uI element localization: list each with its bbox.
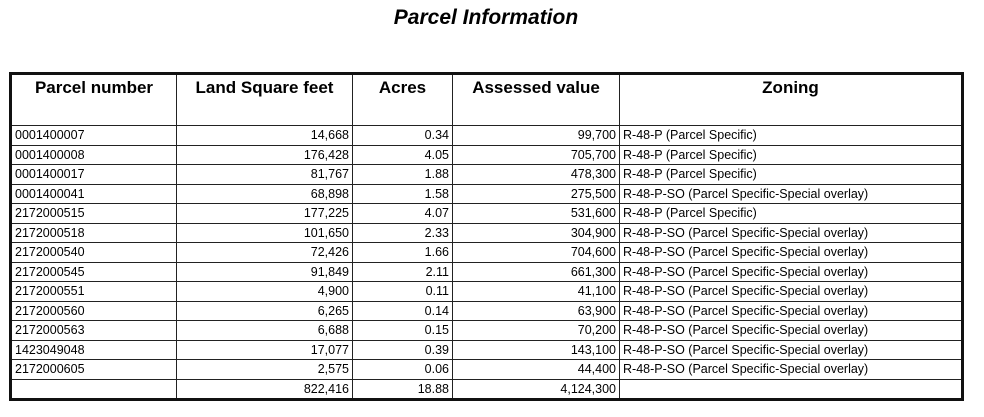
parcel-number-cell: 0001400041 <box>10 183 177 204</box>
header-parcel-number: Parcel number <box>10 73 177 126</box>
assessed-value-cell: 44,400 <box>452 359 620 380</box>
zoning-cell: R-48-P-SO (Parcel Specific-Special overl… <box>619 261 963 282</box>
acres-cell: 4.07 <box>352 203 453 224</box>
assessed-value-cell: 4,124,300 <box>452 378 620 400</box>
land-square-feet-cell: 17,077 <box>176 339 353 360</box>
parcel-number-cell: 2172000605 <box>10 359 177 380</box>
acres-cell: 2.11 <box>352 261 453 282</box>
parcel-number-cell: 0001400017 <box>10 164 177 185</box>
assessed-value-cell: 531,600 <box>452 203 620 224</box>
acres-cell: 0.15 <box>352 320 453 341</box>
parcel-number-cell: 2172000563 <box>10 320 177 341</box>
parcel-table: Parcel number Land Square feet Acres Ass… <box>9 72 964 401</box>
assessed-value-cell: 304,900 <box>452 222 620 243</box>
acres-cell: 0.34 <box>352 125 453 146</box>
zoning-cell: R-48-P-SO (Parcel Specific-Special overl… <box>619 339 963 360</box>
table-row: 0001400017 81,767 1.88 478,300 R-48-P (Parce… <box>10 164 963 185</box>
page-title: Parcel Information <box>393 6 579 29</box>
acres-cell: 1.88 <box>352 164 453 185</box>
table-row: 2172000540 72,426 1.66 704,600 R-48-P-SO (Pa… <box>10 242 963 263</box>
parcel-number-cell: 2172000515 <box>10 203 177 224</box>
table-row: 2172000551 4,900 0.11 41,100 R-48-P-SO (Parc… <box>10 281 963 302</box>
table-row: 2172000563 6,688 0.15 70,200 R-48-P-SO (Parc… <box>10 320 963 341</box>
zoning-cell: R-48-P (Parcel Specific) <box>619 164 963 185</box>
zoning-cell: R-48-P (Parcel Specific) <box>619 144 963 165</box>
header-row: Parcel number Land Square feet Acres Ass… <box>10 73 963 126</box>
parcel-number-cell <box>10 378 177 400</box>
parcel-number-cell: 2172000560 <box>10 300 177 321</box>
acres-cell: 0.39 <box>352 339 453 360</box>
land-square-feet-cell: 6,265 <box>176 300 353 321</box>
zoning-cell: R-48-P-SO (Parcel Specific-Special overl… <box>619 242 963 263</box>
header-land-square-feet: Land Square feet <box>176 73 353 126</box>
acres-cell: 4.05 <box>352 144 453 165</box>
parcel-number-cell: 2172000540 <box>10 242 177 263</box>
zoning-cell: R-48-P-SO (Parcel Specific-Special overl… <box>619 281 963 302</box>
zoning-cell <box>619 378 963 400</box>
assessed-value-cell: 275,500 <box>452 183 620 204</box>
land-square-feet-cell: 101,650 <box>176 222 353 243</box>
land-square-feet-cell: 2,575 <box>176 359 353 380</box>
acres-cell: 0.06 <box>352 359 453 380</box>
land-square-feet-cell: 177,225 <box>176 203 353 224</box>
zoning-cell: R-48-P-SO (Parcel Specific-Special overl… <box>619 300 963 321</box>
land-square-feet-cell: 4,900 <box>176 281 353 302</box>
land-square-feet-cell: 14,668 <box>176 125 353 146</box>
acres-cell: 18.88 <box>352 378 453 400</box>
zoning-cell: R-48-P-SO (Parcel Specific-Special overl… <box>619 183 963 204</box>
acres-cell: 0.11 <box>352 281 453 302</box>
table-row: 0001400008 176,428 4.05 705,700 R-48-P (Parc… <box>10 144 963 165</box>
land-square-feet-cell: 176,428 <box>176 144 353 165</box>
header-assessed-value: Assessed value <box>452 73 620 126</box>
parcel-number-cell: 2172000551 <box>10 281 177 302</box>
acres-cell: 1.66 <box>352 242 453 263</box>
zoning-cell: R-48-P (Parcel Specific) <box>619 203 963 224</box>
zoning-cell: R-48-P-SO (Parcel Specific-Special overl… <box>619 320 963 341</box>
assessed-value-cell: 41,100 <box>452 281 620 302</box>
acres-cell: 0.14 <box>352 300 453 321</box>
land-square-feet-cell: 822,416 <box>176 378 353 400</box>
land-square-feet-cell: 81,767 <box>176 164 353 185</box>
assessed-value-cell: 705,700 <box>452 144 620 165</box>
parcel-number-cell: 0001400007 <box>10 125 177 146</box>
land-square-feet-cell: 6,688 <box>176 320 353 341</box>
table-row: 2172000515 177,225 4.07 531,600 R-48-P (Parc… <box>10 203 963 224</box>
header-acres: Acres <box>352 73 453 126</box>
zoning-cell: R-48-P (Parcel Specific) <box>619 125 963 146</box>
zoning-cell: R-48-P-SO (Parcel Specific-Special overl… <box>619 222 963 243</box>
assessed-value-cell: 478,300 <box>452 164 620 185</box>
table-row: 0001400007 14,668 0.34 99,700 R-48-P (Parcel… <box>10 125 963 146</box>
land-square-feet-cell: 72,426 <box>176 242 353 263</box>
table-row: 2172000605 2,575 0.06 44,400 R-48-P-SO (Parc… <box>10 359 963 380</box>
land-square-feet-cell: 68,898 <box>176 183 353 204</box>
parcel-number-cell: 2172000518 <box>10 222 177 243</box>
assessed-value-cell: 704,600 <box>452 242 620 263</box>
table-row: 0001400041 68,898 1.58 275,500 R-48-P-SO (Pa… <box>10 183 963 204</box>
parcel-number-cell: 0001400008 <box>10 144 177 165</box>
parcel-number-cell: 1423049048 <box>10 339 177 360</box>
assessed-value-cell: 99,700 <box>452 125 620 146</box>
table-row: 1423049048 17,077 0.39 143,100 R-48-P-SO (Pa… <box>10 339 963 360</box>
assessed-value-cell: 70,200 <box>452 320 620 341</box>
table-row: 2172000545 91,849 2.11 661,300 R-48-P-SO (Pa… <box>10 261 963 282</box>
assessed-value-cell: 661,300 <box>452 261 620 282</box>
totals-row: 822,416 18.88 4,124,300 <box>10 378 963 400</box>
header-zoning: Zoning <box>619 73 963 126</box>
assessed-value-cell: 63,900 <box>452 300 620 321</box>
zoning-cell: R-48-P-SO (Parcel Specific-Special overl… <box>619 359 963 380</box>
table-row: 2172000560 6,265 0.14 63,900 R-48-P-SO (Parc… <box>10 300 963 321</box>
acres-cell: 2.33 <box>352 222 453 243</box>
acres-cell: 1.58 <box>352 183 453 204</box>
table-row: 2172000518 101,650 2.33 304,900 R-48-P-SO (P… <box>10 222 963 243</box>
land-square-feet-cell: 91,849 <box>176 261 353 282</box>
parcel-number-cell: 2172000545 <box>10 261 177 282</box>
assessed-value-cell: 143,100 <box>452 339 620 360</box>
